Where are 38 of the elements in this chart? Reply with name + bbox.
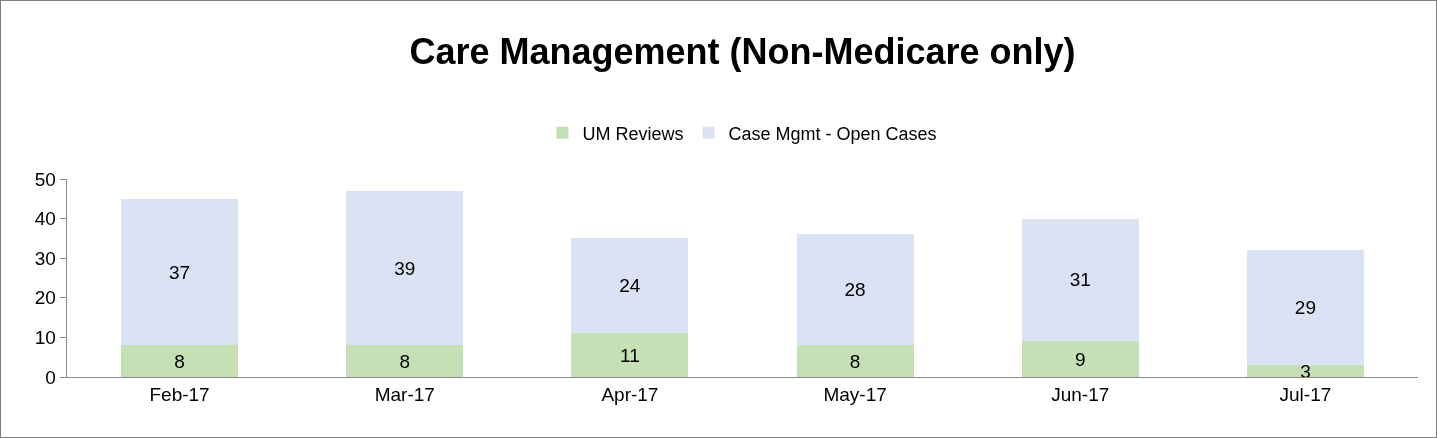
x-tick-label: Jun-17 <box>1051 384 1110 406</box>
data-label: 28 <box>844 279 866 301</box>
y-tick-label: 10 <box>34 327 56 349</box>
bar <box>1246 250 1364 366</box>
data-label: 8 <box>174 350 185 372</box>
chart-title: Care Management (Non-Medicare only) <box>409 30 1076 72</box>
data-label: 9 <box>1074 348 1086 370</box>
bar <box>571 238 689 334</box>
x-tick-label: Apr-17 <box>601 384 659 406</box>
bar <box>121 345 239 377</box>
data-label: 31 <box>1069 269 1091 291</box>
bar <box>121 198 239 346</box>
bar <box>1021 218 1139 342</box>
y-tick-label: 20 <box>34 287 56 309</box>
data-label: 11 <box>620 344 640 366</box>
bar <box>796 234 914 346</box>
data-label: 39 <box>394 257 416 279</box>
y-tick-label: 0 <box>45 366 56 388</box>
bar <box>346 190 464 346</box>
legend-label: UM Reviews <box>582 123 684 144</box>
x-tick-label: Jul-17 <box>1279 384 1332 406</box>
data-label: 29 <box>1294 297 1316 319</box>
bar <box>571 333 689 377</box>
bar <box>1246 365 1364 377</box>
bar <box>1021 341 1139 377</box>
data-label: 24 <box>619 275 641 297</box>
y-tick-label: 40 <box>34 208 56 230</box>
data-label: 8 <box>849 350 861 372</box>
bar <box>796 345 914 377</box>
y-tick-label: 30 <box>34 247 56 269</box>
x-tick-label: Feb-17 <box>149 384 210 406</box>
legend-label: Case Mgmt - Open Cases <box>728 123 937 144</box>
y-tick-label: 50 <box>34 168 56 190</box>
bar <box>346 345 464 377</box>
data-label: 8 <box>399 350 411 372</box>
x-tick-label: Mar-17 <box>374 384 435 406</box>
x-tick-label: May-17 <box>823 384 887 406</box>
data-label: 37 <box>169 261 191 283</box>
